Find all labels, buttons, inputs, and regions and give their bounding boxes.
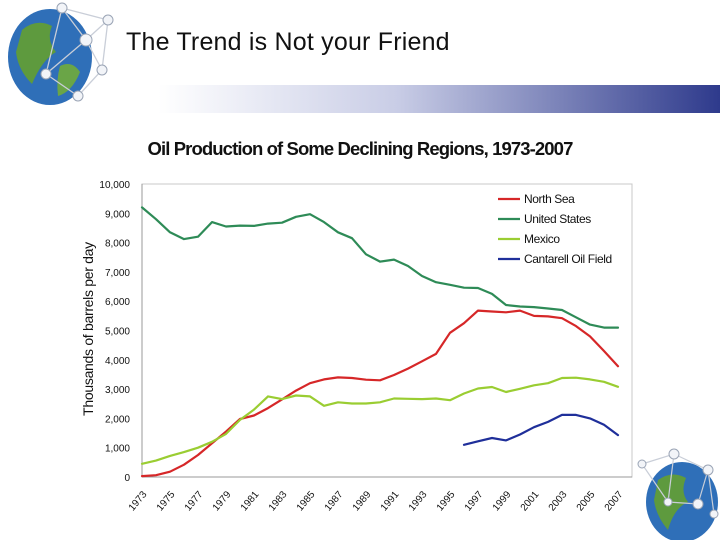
x-tick-label: 2001: [519, 489, 542, 513]
series-line-cantarell-oil-field: [462, 413, 620, 446]
chart-title: Oil Production of Some Declining Regions…: [147, 138, 574, 159]
y-axis-label: Thousands of barrels per day: [80, 242, 96, 416]
y-tick-label: 8,000: [105, 239, 130, 250]
y-tick-label: 9,000: [105, 209, 130, 220]
y-axis: 10,000 9,000 8,000 7,000 6,000 5,000 4,000 3,00…: [99, 180, 130, 484]
x-tick-label: 1983: [267, 489, 290, 513]
legend: North Sea United States Mexico Cantarell Oi…: [498, 192, 612, 266]
y-tick-label: 2,000: [105, 414, 130, 425]
x-tick-label: 2005: [575, 489, 598, 513]
plot-area: [141, 183, 633, 478]
x-tick-label: 1979: [211, 489, 234, 513]
globe-network-icon: [8, 2, 114, 105]
x-tick-label: 1977: [183, 489, 206, 513]
y-tick-label: 5,000: [105, 327, 130, 338]
y-tick-label: 1,000: [105, 444, 130, 455]
y-tick-label: 4,000: [105, 356, 130, 367]
y-tick-label: 10,000: [99, 180, 130, 191]
x-tick-label: 1985: [295, 489, 318, 513]
series-lines: [140, 206, 620, 478]
globe-network-icon: [637, 448, 719, 540]
legend-label: United States: [524, 212, 591, 226]
x-axis: 1973 1975 1977 1979 1981 1983 1985 1987 1989 1991…: [127, 489, 626, 513]
x-tick-label: 1975: [155, 489, 178, 513]
x-tick-label: 1999: [491, 489, 514, 513]
legend-label: Cantarell Oil Field: [524, 252, 612, 266]
legend-label: Mexico: [524, 232, 560, 246]
y-tick-label: 6,000: [105, 297, 130, 308]
slide-title: The Trend is Not your Friend: [126, 28, 450, 56]
x-tick-label: 1997: [463, 489, 486, 513]
x-tick-label: 1981: [239, 489, 262, 513]
legend-label: North Sea: [524, 192, 575, 206]
x-tick-label: 1989: [351, 489, 374, 513]
x-tick-label: 1987: [323, 489, 346, 513]
series-line-united-states: [140, 206, 620, 329]
x-tick-label: 1991: [379, 489, 402, 513]
y-tick-label: 7,000: [105, 268, 130, 279]
y-tick-label: 3,000: [105, 385, 130, 396]
x-tick-label: 1993: [407, 489, 430, 513]
plot-frame: [141, 183, 633, 478]
y-tick-label: 0: [124, 473, 130, 484]
x-tick-label: 1995: [435, 489, 458, 513]
x-tick-label: 1973: [127, 489, 150, 513]
x-tick-label: 2003: [547, 489, 570, 513]
series-line-mexico: [140, 376, 620, 465]
title-banner: [0, 85, 720, 113]
series-line-north-sea: [140, 309, 620, 478]
x-tick-label: 2007: [603, 489, 626, 513]
